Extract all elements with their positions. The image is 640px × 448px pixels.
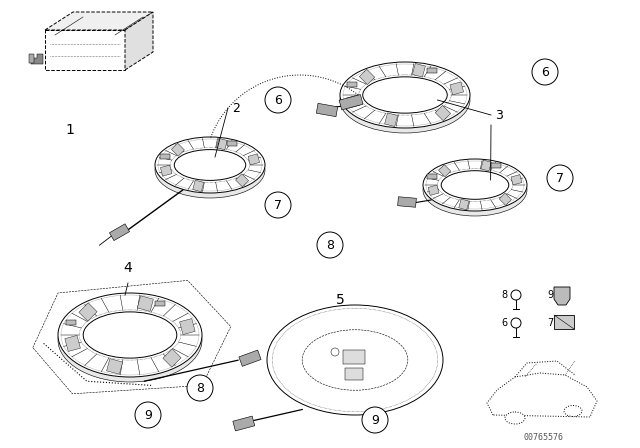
- Bar: [427, 68, 436, 73]
- Circle shape: [265, 87, 291, 113]
- Ellipse shape: [363, 82, 447, 118]
- Ellipse shape: [564, 405, 582, 417]
- Bar: [554, 315, 574, 329]
- Bar: [227, 142, 237, 146]
- Bar: [180, 319, 195, 335]
- Circle shape: [331, 348, 339, 356]
- Bar: [459, 199, 469, 210]
- Ellipse shape: [58, 298, 202, 382]
- Ellipse shape: [340, 67, 470, 133]
- Ellipse shape: [363, 77, 447, 113]
- Bar: [346, 95, 360, 108]
- Text: 9: 9: [144, 409, 152, 422]
- Bar: [347, 82, 357, 87]
- Polygon shape: [31, 54, 43, 64]
- Ellipse shape: [83, 317, 177, 363]
- Bar: [511, 175, 522, 185]
- Ellipse shape: [155, 137, 265, 193]
- Bar: [491, 163, 501, 168]
- Bar: [160, 154, 170, 159]
- Bar: [248, 154, 260, 165]
- Bar: [435, 105, 451, 121]
- Text: 6: 6: [274, 94, 282, 107]
- Circle shape: [511, 290, 521, 300]
- Text: 00765576: 00765576: [523, 432, 563, 441]
- Bar: [438, 164, 451, 177]
- Bar: [216, 138, 227, 150]
- Ellipse shape: [267, 305, 443, 415]
- Text: 8: 8: [502, 290, 508, 300]
- Bar: [109, 224, 129, 241]
- Text: 2: 2: [232, 102, 240, 115]
- Bar: [163, 349, 181, 367]
- Polygon shape: [125, 12, 153, 70]
- Bar: [360, 69, 375, 85]
- Bar: [193, 180, 204, 192]
- Text: 1: 1: [65, 123, 74, 137]
- Text: 8: 8: [326, 238, 334, 251]
- Polygon shape: [554, 287, 570, 305]
- Circle shape: [265, 192, 291, 218]
- Text: 9: 9: [371, 414, 379, 426]
- Polygon shape: [33, 280, 231, 394]
- Circle shape: [532, 59, 558, 85]
- Bar: [450, 82, 463, 95]
- Text: 8: 8: [196, 382, 204, 395]
- Circle shape: [187, 375, 213, 401]
- Bar: [161, 165, 172, 176]
- Ellipse shape: [505, 412, 525, 424]
- Bar: [428, 174, 438, 180]
- Bar: [385, 113, 397, 126]
- Bar: [67, 320, 77, 325]
- Bar: [397, 197, 417, 207]
- Bar: [107, 359, 123, 374]
- Bar: [339, 95, 363, 110]
- Bar: [233, 416, 255, 431]
- Circle shape: [135, 402, 161, 428]
- Circle shape: [547, 165, 573, 191]
- Bar: [29, 54, 34, 63]
- Text: 7: 7: [547, 318, 553, 328]
- Polygon shape: [45, 30, 125, 70]
- Bar: [155, 301, 164, 306]
- Text: 6: 6: [502, 318, 508, 328]
- Ellipse shape: [423, 159, 527, 211]
- Text: 3: 3: [495, 108, 503, 121]
- Ellipse shape: [441, 176, 509, 204]
- Ellipse shape: [155, 142, 265, 198]
- Text: 5: 5: [335, 293, 344, 307]
- Ellipse shape: [340, 62, 470, 128]
- Ellipse shape: [83, 312, 177, 358]
- Bar: [345, 368, 363, 380]
- Bar: [79, 303, 97, 321]
- Circle shape: [317, 232, 343, 258]
- Text: 7: 7: [556, 172, 564, 185]
- Bar: [343, 350, 365, 364]
- Bar: [428, 185, 439, 195]
- Ellipse shape: [441, 171, 509, 199]
- Ellipse shape: [174, 155, 246, 185]
- Bar: [236, 174, 248, 187]
- Bar: [138, 296, 154, 311]
- Bar: [172, 143, 184, 156]
- Bar: [316, 103, 338, 116]
- Bar: [65, 336, 81, 351]
- Bar: [412, 64, 426, 77]
- Ellipse shape: [58, 293, 202, 377]
- Bar: [481, 160, 492, 171]
- Text: 7: 7: [274, 198, 282, 211]
- Text: 4: 4: [124, 261, 132, 275]
- Ellipse shape: [302, 330, 408, 390]
- Circle shape: [511, 318, 521, 328]
- Bar: [239, 350, 261, 366]
- Text: 9: 9: [547, 290, 553, 300]
- Bar: [499, 193, 511, 205]
- Ellipse shape: [174, 150, 246, 181]
- Circle shape: [362, 407, 388, 433]
- Ellipse shape: [423, 164, 527, 216]
- Polygon shape: [45, 12, 153, 30]
- Text: 6: 6: [541, 65, 549, 78]
